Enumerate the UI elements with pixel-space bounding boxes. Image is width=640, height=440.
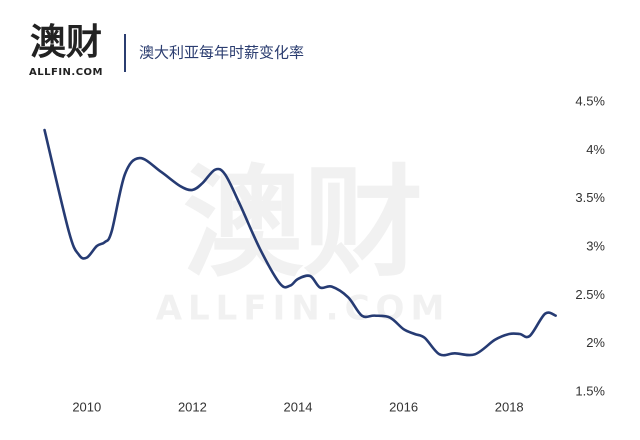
y-tick-label: 3%: [586, 238, 605, 253]
x-tick-label: 2018: [495, 399, 524, 414]
logo-site: ALLFIN.COM: [29, 67, 103, 78]
y-tick-label: 4.5%: [575, 93, 605, 108]
y-tick-label: 2%: [586, 335, 605, 350]
line: [43, 128, 557, 357]
y-tick-label: 1.5%: [575, 383, 605, 398]
watermark-logo: 澳财: [183, 155, 423, 294]
y-tick-label: 2.5%: [575, 287, 605, 302]
watermark-site: ALLFIN.COM: [156, 289, 451, 329]
x-tick-label: 2014: [284, 399, 313, 414]
y-tick-label: 4%: [586, 142, 605, 157]
x-tick-label: 2016: [389, 399, 418, 414]
x-tick-label: 2012: [178, 399, 207, 414]
y-tick-label: 3.5%: [575, 190, 605, 205]
chart-title: 澳大利亚每年时薪变化率: [139, 44, 304, 62]
logo: 澳财: [30, 22, 102, 63]
x-tick-label: 2010: [72, 399, 101, 414]
